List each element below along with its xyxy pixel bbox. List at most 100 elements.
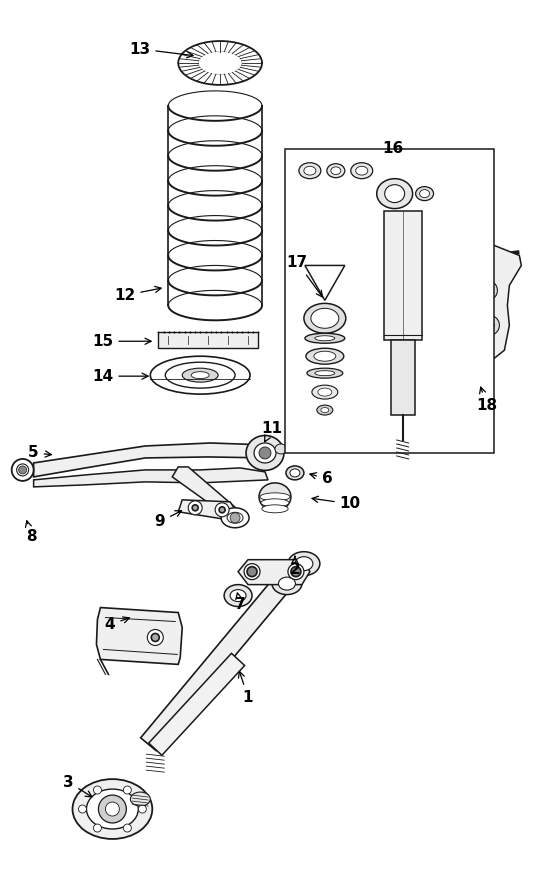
Polygon shape [199,52,241,74]
Ellipse shape [314,351,336,361]
Ellipse shape [331,167,341,174]
Text: 7: 7 [235,593,246,612]
Ellipse shape [246,436,284,470]
Polygon shape [141,565,300,751]
Polygon shape [462,246,521,358]
Circle shape [151,633,159,641]
Polygon shape [149,653,244,755]
Ellipse shape [182,368,218,382]
Ellipse shape [286,466,304,480]
Text: 2: 2 [289,557,300,577]
Text: 13: 13 [129,42,193,57]
Circle shape [291,567,301,577]
Ellipse shape [318,388,332,396]
Ellipse shape [315,335,335,341]
Circle shape [192,505,198,510]
Text: 1: 1 [239,672,253,705]
Polygon shape [391,341,415,415]
Ellipse shape [150,356,250,394]
Circle shape [230,513,240,523]
Ellipse shape [304,303,346,334]
Ellipse shape [73,779,152,839]
Circle shape [484,321,494,330]
Text: 3: 3 [63,774,92,797]
Circle shape [139,805,146,813]
Ellipse shape [272,572,302,595]
Ellipse shape [275,444,287,454]
Ellipse shape [254,443,276,463]
Ellipse shape [377,179,412,208]
Text: 18: 18 [476,387,497,413]
Circle shape [219,507,225,513]
Ellipse shape [165,362,235,388]
Ellipse shape [312,385,338,399]
Ellipse shape [327,164,345,178]
Ellipse shape [416,186,433,200]
Circle shape [479,315,499,335]
Circle shape [215,503,229,517]
Ellipse shape [261,499,289,507]
Text: 4: 4 [105,617,129,632]
Ellipse shape [227,512,243,523]
Ellipse shape [351,163,373,179]
Ellipse shape [221,508,249,528]
Polygon shape [172,467,242,524]
Ellipse shape [279,577,295,590]
Ellipse shape [259,483,291,510]
Text: 16: 16 [382,141,403,156]
Ellipse shape [260,493,290,501]
Polygon shape [96,608,182,665]
Ellipse shape [307,368,343,378]
Polygon shape [384,211,422,341]
Ellipse shape [262,505,288,513]
Bar [285,149,494,453]
Text: 6: 6 [310,471,333,486]
Ellipse shape [12,459,34,481]
Text: 10: 10 [312,496,361,511]
Ellipse shape [230,590,246,602]
Ellipse shape [385,185,404,203]
Text: 15: 15 [92,334,151,348]
Ellipse shape [131,792,150,806]
Ellipse shape [305,334,345,343]
Circle shape [124,824,132,832]
Polygon shape [178,41,262,84]
Text: 9: 9 [155,510,181,530]
Ellipse shape [288,551,320,576]
Text: 8: 8 [26,521,36,544]
Ellipse shape [311,308,339,328]
Circle shape [147,630,163,645]
Ellipse shape [295,557,313,571]
Ellipse shape [419,190,430,198]
Ellipse shape [321,408,329,413]
Ellipse shape [315,371,335,375]
Text: 11: 11 [262,421,282,442]
Text: 14: 14 [92,368,148,383]
Bar [158,332,258,348]
Text: 5: 5 [28,445,51,461]
Polygon shape [34,468,268,487]
Circle shape [483,286,492,295]
Circle shape [94,786,102,794]
Circle shape [94,824,102,832]
Polygon shape [178,500,238,520]
Ellipse shape [17,464,28,476]
Circle shape [247,567,257,577]
Circle shape [188,501,202,515]
Ellipse shape [306,348,344,364]
Text: 17: 17 [287,255,323,297]
Ellipse shape [290,469,300,477]
Circle shape [259,447,271,459]
Ellipse shape [288,564,304,579]
Ellipse shape [356,166,368,175]
Polygon shape [238,560,310,584]
Text: 12: 12 [114,287,161,303]
Ellipse shape [224,584,252,606]
Ellipse shape [304,166,316,175]
Ellipse shape [244,564,260,579]
Ellipse shape [191,372,209,379]
Polygon shape [34,443,270,477]
Circle shape [98,795,126,823]
Circle shape [79,805,87,813]
Ellipse shape [299,163,321,179]
